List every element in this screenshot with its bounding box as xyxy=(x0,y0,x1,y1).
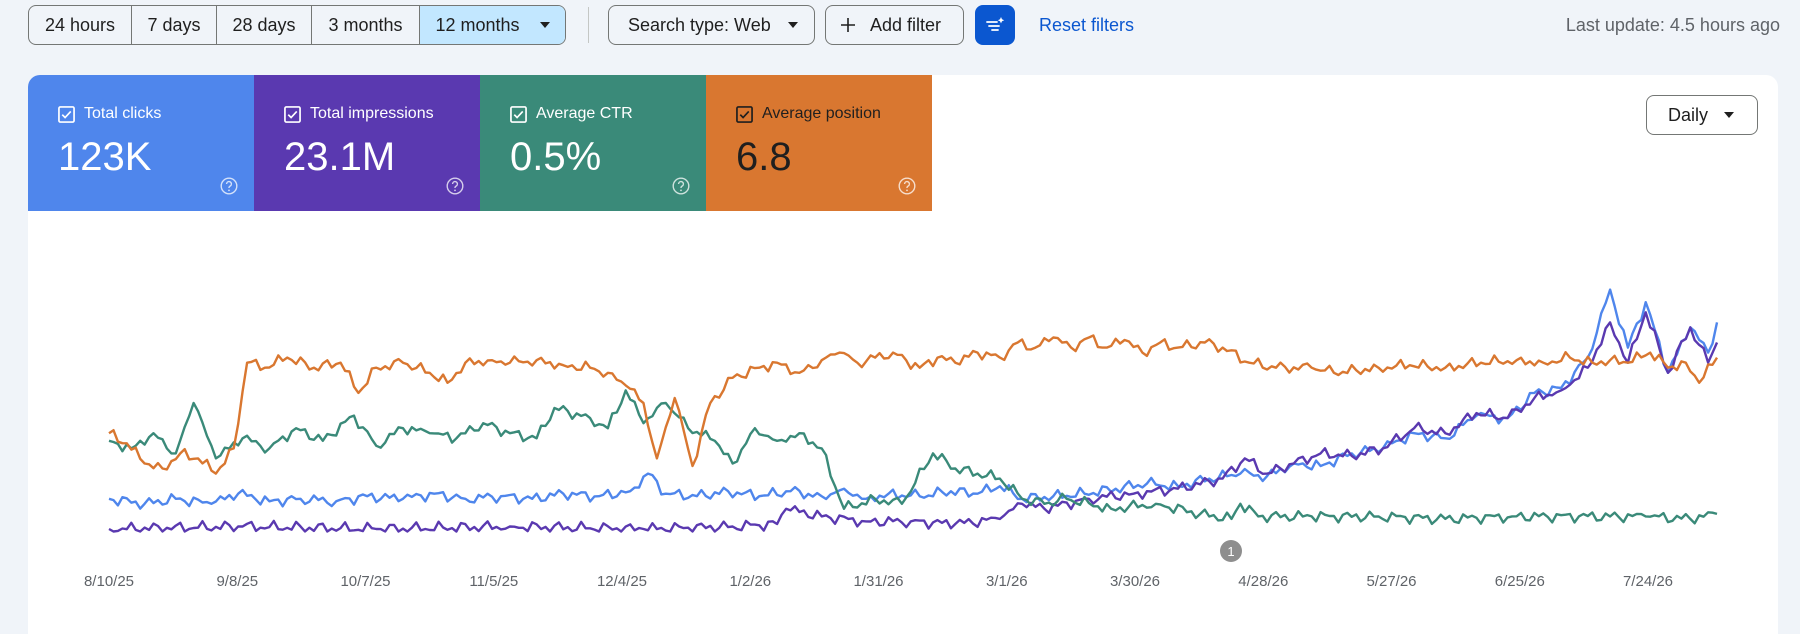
metric-value: 23.1M xyxy=(284,135,396,179)
checkbox-checked-icon[interactable] xyxy=(736,105,753,123)
series-line-total-clicks xyxy=(108,288,1719,510)
date-range-3-months[interactable]: 3 months xyxy=(312,6,420,44)
metric-average-position[interactable]: Average position 6.8 xyxy=(706,75,932,211)
x-tick-label: 11/5/25 xyxy=(469,573,518,590)
x-tick-label: 12/4/25 xyxy=(597,573,647,590)
granularity-dropdown[interactable]: Daily xyxy=(1646,95,1758,135)
metric-label: Total clicks xyxy=(84,105,162,122)
x-axis-ticks: 8/10/25 9/8/25 10/7/25 11/5/25 12/4/25 1/2/26… xyxy=(84,573,1673,590)
x-tick-label: 3/1/26 xyxy=(986,573,1028,590)
x-tick-label: 1/31/26 xyxy=(853,573,903,590)
metric-label: Average position xyxy=(762,105,881,122)
granularity-label: Daily xyxy=(1668,104,1709,125)
help-icon[interactable] xyxy=(220,177,238,195)
metric-value: 0.5% xyxy=(510,135,602,179)
dropdown-arrow-icon xyxy=(787,22,798,28)
x-tick-label: 3/30/26 xyxy=(1110,573,1160,590)
x-tick-label: 1/2/26 xyxy=(729,573,771,590)
dropdown-arrow-icon xyxy=(539,22,550,28)
annotation-label: 1 xyxy=(1227,544,1234,559)
date-range-28-days[interactable]: 28 days xyxy=(217,6,312,44)
checkbox-checked-icon[interactable] xyxy=(284,105,301,123)
metric-total-impressions[interactable]: Total impressions 23.1M xyxy=(254,75,480,211)
performance-card: Total clicks 123K Total impressions 23.1… xyxy=(28,75,1778,634)
date-range-12-months[interactable]: 12 months xyxy=(420,6,565,44)
toolbar: 24 hours 7 days 28 days 3 months 12 mont… xyxy=(28,5,1780,45)
add-filter-button[interactable]: Add filter xyxy=(825,5,964,45)
x-tick-label: 5/27/26 xyxy=(1366,573,1416,590)
x-tick-label: 8/10/25 xyxy=(84,573,134,590)
series-line-average-ctr xyxy=(108,389,1718,526)
plus-icon xyxy=(841,18,855,32)
date-range-7-days[interactable]: 7 days xyxy=(132,6,217,44)
metric-value: 6.8 xyxy=(736,135,792,179)
filter-settings-button[interactable] xyxy=(975,5,1015,45)
series-line-average-position xyxy=(108,334,1719,475)
search-type-dropdown[interactable]: Search type: Web xyxy=(608,5,815,45)
x-tick-label: 4/28/26 xyxy=(1238,573,1288,590)
help-icon[interactable] xyxy=(446,177,464,195)
x-tick-label: 7/24/26 xyxy=(1623,573,1673,590)
date-range-label: 24 hours xyxy=(44,14,116,35)
date-range-label: 7 days xyxy=(147,14,201,35)
metric-label: Total impressions xyxy=(310,105,434,122)
chart-lines xyxy=(108,288,1719,533)
date-range-label: 3 months xyxy=(328,14,403,35)
metric-value: 123K xyxy=(58,135,152,179)
help-icon[interactable] xyxy=(672,177,690,195)
checkbox-checked-icon[interactable] xyxy=(58,105,75,123)
x-tick-label: 9/8/25 xyxy=(216,573,258,590)
toolbar-divider xyxy=(588,7,589,43)
search-type-label: Search type: Web xyxy=(628,14,771,35)
x-tick-label: 10/7/25 xyxy=(340,573,390,590)
performance-chart: 1 8/10/25 9/8/25 10/7/25 11/5/25 12/4/25 1/2/… xyxy=(84,288,1719,590)
series-line-total-impressions xyxy=(108,311,1719,533)
annotation-marker[interactable] xyxy=(1220,540,1242,562)
checkbox-checked-icon[interactable] xyxy=(510,105,527,123)
last-update-text: Last update: 4.5 hours ago xyxy=(1565,15,1780,35)
reset-filters-link[interactable]: Reset filters xyxy=(1039,15,1135,35)
metric-label: Average CTR xyxy=(536,105,633,122)
x-tick-label: 6/25/26 xyxy=(1495,573,1545,590)
chart-annotations: 1 xyxy=(1220,540,1242,562)
date-range-label: 12 months xyxy=(435,14,520,35)
add-filter-label: Add filter xyxy=(870,14,942,35)
date-range-24-hours[interactable]: 24 hours xyxy=(29,6,132,44)
help-icon[interactable] xyxy=(898,177,916,195)
filter-sparkle-icon xyxy=(986,17,1005,31)
date-range-selector: 24 hours 7 days 28 days 3 months 12 mont… xyxy=(28,5,566,45)
metric-average-ctr[interactable]: Average CTR 0.5% xyxy=(480,75,706,211)
dropdown-arrow-icon xyxy=(1724,112,1735,118)
date-range-label: 28 days xyxy=(232,14,296,35)
metric-total-clicks[interactable]: Total clicks 123K xyxy=(28,75,254,211)
